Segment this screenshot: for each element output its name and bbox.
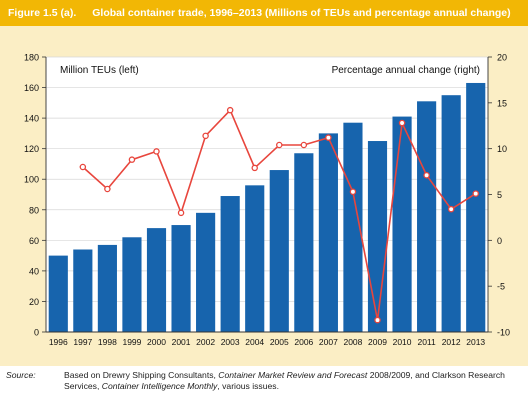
line-point-1998 — [104, 185, 111, 193]
x-tick-label: 2010 — [393, 337, 412, 347]
source-text-part: 2008/2009, and Clarkson Research Service… — [64, 370, 505, 391]
y-left-tick-label: 160 — [24, 83, 39, 93]
y-left-tick-label: 180 — [24, 53, 39, 63]
legend-left-label: Million TEUs (left) — [60, 65, 139, 76]
container-trade-chart: 0 20 40 60 80 100 120 140 160 180 -10 -5 0 5 10 15 20 199… — [24, 53, 510, 348]
line-point-2005 — [276, 141, 283, 149]
source-text-part: Based on Drewry Shipping Consultants, — [64, 370, 219, 380]
y-right-tick-label: 20 — [497, 53, 507, 63]
bar-2009 — [367, 141, 388, 332]
line-point-2013 — [472, 190, 479, 197]
line-point-2007 — [325, 134, 332, 141]
bar-2007 — [318, 133, 338, 332]
bar-2012 — [441, 95, 461, 332]
line-point-2003 — [226, 106, 234, 114]
source-text-part: , various issues. — [217, 381, 279, 391]
legend-right-label: Percentage annual change (right) — [332, 65, 480, 76]
line-point-2008 — [349, 188, 357, 195]
x-tick-label: 2002 — [196, 337, 215, 347]
bar-2002 — [196, 212, 216, 332]
figure-title: Global container trade, 1996–2013 (Milli… — [92, 7, 511, 19]
y-left-tick-label: 20 — [29, 297, 39, 307]
x-tick-label: 2004 — [245, 337, 264, 347]
x-tick-label: 2008 — [343, 337, 362, 347]
line-point-1997 — [79, 163, 87, 171]
y-right-tick-label: -10 — [497, 328, 510, 338]
line-point-2011 — [423, 171, 430, 179]
x-tick-label: 2000 — [147, 337, 166, 347]
y-right-tick-label: 0 — [497, 236, 502, 246]
y-left-tick-label: 120 — [24, 144, 39, 154]
y-left-tick-label: 60 — [29, 236, 39, 246]
bar-2006 — [294, 153, 314, 332]
bar-1998 — [97, 244, 117, 332]
source-note: Source: Based on Drewry Shipping Consult… — [0, 368, 528, 401]
y-left-tick-label: 100 — [24, 175, 39, 185]
y-left-tick-label: 40 — [29, 266, 39, 276]
line-point-2010 — [398, 119, 406, 127]
bar-2013 — [466, 82, 486, 332]
bar-2000 — [146, 228, 167, 332]
x-tick-label: 2009 — [368, 337, 387, 347]
bar-1996 — [48, 255, 68, 332]
axes: 0 20 40 60 80 100 120 140 160 180 -10 -5 0 5 10 15 20 199… — [24, 53, 510, 348]
x-tick-label: 1998 — [98, 337, 117, 347]
y-left-tick-label: 0 — [34, 328, 39, 338]
line-series — [79, 106, 479, 324]
line-point-2000 — [153, 148, 160, 155]
chart-area: 0 20 40 60 80 100 120 140 160 180 -10 -5 0 5 10 15 20 199… — [0, 26, 528, 366]
x-tick-label: 2006 — [294, 337, 313, 347]
figure-number: Figure 1.5 (a). — [8, 7, 77, 19]
source-publication: Container Intelligence Monthly — [101, 381, 218, 391]
y-right-tick-label: 10 — [497, 144, 507, 154]
bar-1999 — [122, 237, 142, 332]
bar-2008 — [343, 122, 363, 332]
y-left-tick-label: 80 — [29, 205, 39, 215]
line-point-1999 — [128, 156, 136, 163]
x-tick-label: 2003 — [221, 337, 240, 347]
x-tick-label: 2005 — [270, 337, 289, 347]
x-tick-label: 2007 — [319, 337, 338, 347]
source-publication: Container Market Review and Forecast — [218, 370, 368, 380]
plot-background — [46, 57, 488, 332]
line-point-2009 — [374, 316, 381, 324]
bar-2010 — [392, 116, 412, 332]
y-right-tick-label: 5 — [497, 190, 502, 200]
bar-1997 — [73, 249, 93, 332]
x-tick-label: 2013 — [466, 337, 485, 347]
y-right-tick-label: 15 — [497, 98, 507, 108]
bar-series — [48, 82, 486, 332]
y-right-tick-label: -5 — [497, 282, 505, 292]
source-text: Based on Drewry Shipping Consultants, Co… — [64, 370, 516, 392]
bar-2011 — [417, 101, 437, 332]
line-point-2006 — [300, 141, 308, 149]
bar-2003 — [220, 196, 240, 332]
x-tick-label: 1997 — [73, 337, 92, 347]
x-tick-label: 2011 — [417, 337, 436, 347]
source-label: Source: — [6, 370, 36, 380]
line-point-2004 — [251, 164, 258, 172]
line-point-2012 — [447, 205, 455, 213]
figure-header: Figure 1.5 (a). Global container trade, … — [0, 0, 528, 26]
x-tick-label: 2012 — [442, 337, 461, 347]
bar-2004 — [245, 185, 265, 332]
x-tick-label: 2001 — [172, 337, 191, 347]
bar-2001 — [171, 225, 191, 332]
line-point-2001 — [177, 209, 185, 217]
bar-2005 — [269, 170, 289, 332]
line-point-2002 — [202, 132, 209, 140]
y-left-tick-label: 140 — [24, 114, 39, 124]
x-tick-label: 1996 — [49, 337, 68, 347]
x-tick-label: 1999 — [122, 337, 141, 347]
